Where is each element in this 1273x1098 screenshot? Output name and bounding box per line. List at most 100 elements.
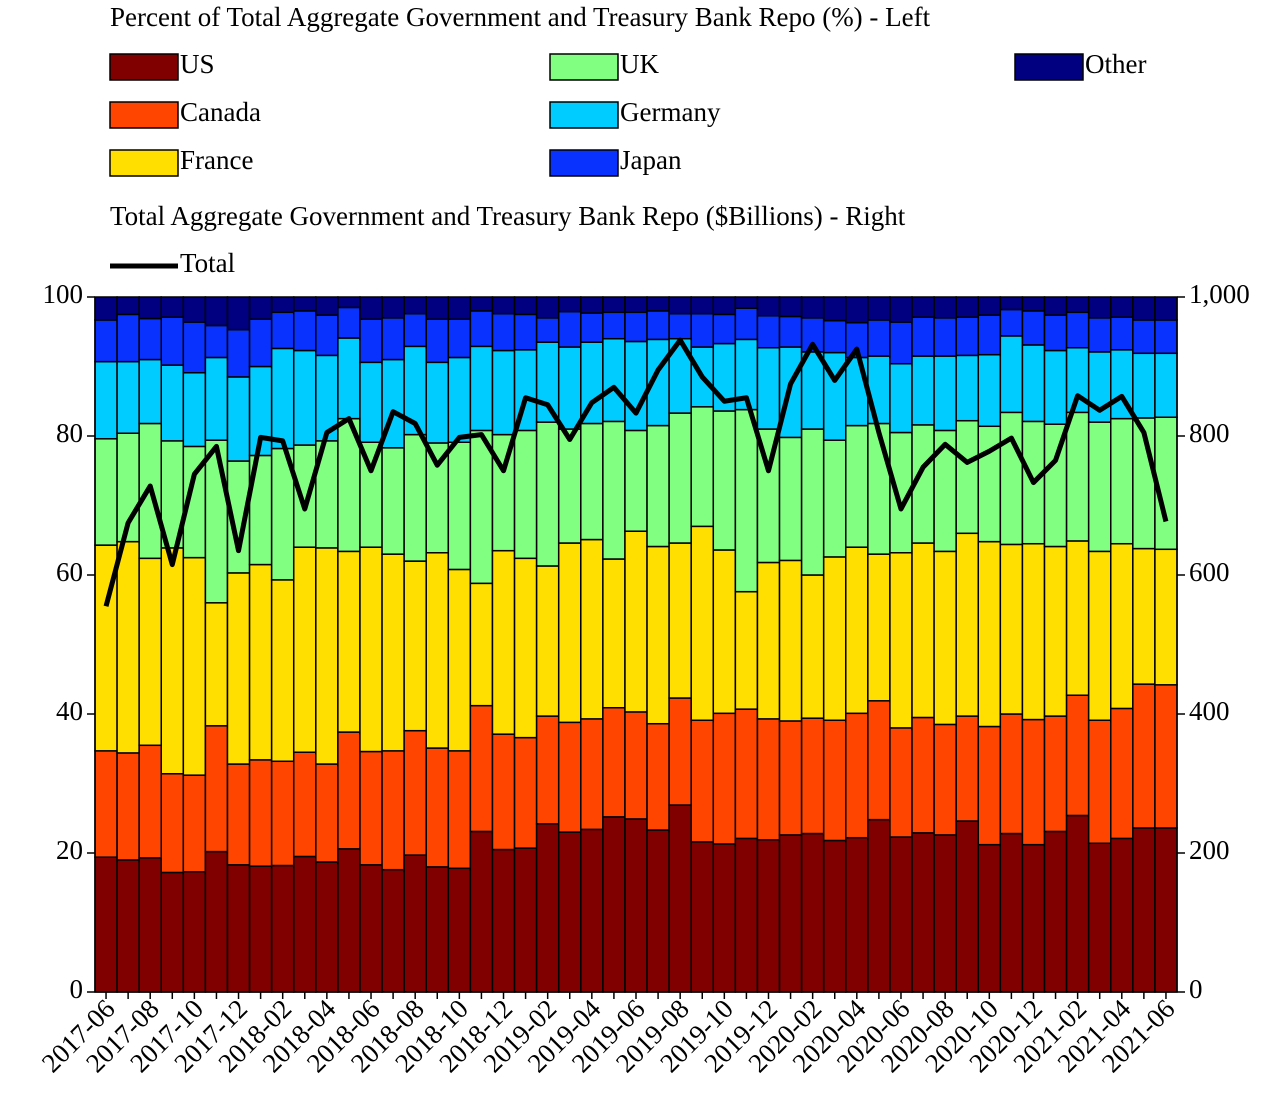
bar-segment <box>491 312 516 352</box>
bar-segment <box>447 356 472 444</box>
bar-segment <box>1043 715 1068 833</box>
bar-segment <box>955 715 980 822</box>
bar-segment <box>469 429 494 585</box>
bar-segment <box>1154 352 1178 418</box>
bar-segment <box>557 831 582 993</box>
bar-segment <box>1065 311 1090 349</box>
bar-segment <box>557 346 582 430</box>
chart-title: Percent of Total Aggregate Government an… <box>110 2 931 32</box>
y-tick-label: 80 <box>56 418 83 448</box>
bar-segment <box>204 296 229 327</box>
bar-segment <box>845 356 869 427</box>
bar-segment <box>535 296 560 319</box>
bar-segment <box>977 296 1002 316</box>
bar-segment <box>94 750 118 858</box>
legend-label: US <box>180 49 215 79</box>
bar-segment <box>1132 352 1156 419</box>
bar-segment <box>447 750 472 870</box>
bar-segment <box>602 311 626 340</box>
bar-segment <box>160 364 185 442</box>
bar-segment <box>668 412 692 544</box>
bar-segment <box>646 829 670 993</box>
bar-segment <box>204 850 229 993</box>
bar-segment <box>469 310 494 348</box>
bar-segment <box>403 854 427 993</box>
bar-segment <box>138 857 162 993</box>
bar-segment <box>1021 542 1046 721</box>
legend-label: Total <box>180 248 235 278</box>
bar-segment <box>955 316 980 357</box>
bar-segment <box>425 866 450 993</box>
bar-segment <box>867 818 891 993</box>
bar-segment <box>226 763 251 866</box>
bar-segment <box>248 865 273 993</box>
bar-segment <box>535 317 560 343</box>
bar-segment <box>403 433 427 562</box>
bar-segment <box>602 706 626 818</box>
bar-segment <box>315 547 339 765</box>
bar-segment <box>1087 719 1112 845</box>
bar-segment <box>469 582 494 707</box>
bar-segment <box>1154 548 1178 686</box>
bar-segment <box>447 568 472 752</box>
bar-segment <box>800 428 825 576</box>
bar-segment <box>557 721 582 833</box>
bar-segment <box>337 306 361 339</box>
bar-segment <box>535 565 560 717</box>
bar-segment <box>822 839 847 993</box>
bar-segment <box>1132 319 1156 355</box>
bar-segment <box>337 296 361 309</box>
bar-segment <box>778 436 803 562</box>
bar-segment <box>425 296 450 320</box>
bar-segment <box>845 836 869 993</box>
bar-segment <box>337 550 361 733</box>
bar-segment <box>1065 814 1090 993</box>
bar-segment <box>1021 344 1046 423</box>
bar-segment <box>292 310 317 352</box>
legend-label: Other <box>1085 49 1146 79</box>
bar-segment <box>756 346 781 430</box>
bar-segment <box>491 733 516 851</box>
bar-segment <box>292 349 317 446</box>
bar-segment <box>955 419 980 535</box>
bar-segment <box>955 354 980 422</box>
bar-segment <box>800 832 825 993</box>
bar-segment <box>712 410 737 551</box>
bar-segment <box>182 296 207 323</box>
bar-segment <box>955 532 980 717</box>
bar-segment <box>270 296 295 314</box>
y2-tick-label: 0 <box>1189 974 1203 1004</box>
bar-segment <box>315 296 339 316</box>
bar-segment <box>646 296 670 312</box>
bar-segment <box>690 296 715 315</box>
bar-segment <box>513 313 538 351</box>
bar-segment <box>292 444 317 548</box>
bar-segment <box>1065 694 1090 817</box>
bar-segment <box>116 296 140 316</box>
bar-segment <box>999 335 1024 414</box>
bar-segment <box>94 360 118 440</box>
bar-segment <box>845 424 869 548</box>
bar-segment <box>226 376 251 462</box>
bar-segment <box>491 549 516 735</box>
bar-segment <box>845 712 869 839</box>
bar-segment <box>513 557 538 739</box>
bar-segment <box>160 296 185 318</box>
bar-segment <box>822 439 847 558</box>
bar-segment <box>778 559 803 722</box>
bar-segment <box>182 556 207 776</box>
bar-segment <box>94 296 118 321</box>
bar-segment <box>911 316 935 357</box>
bar-segment <box>182 321 207 374</box>
bar-segment <box>668 697 692 806</box>
bar-segment <box>933 834 957 993</box>
bar-segment <box>933 723 957 836</box>
bar-segment <box>999 832 1024 993</box>
bar-segment <box>248 296 273 320</box>
y2-tick-label: 800 <box>1189 418 1230 448</box>
bar-segment <box>491 848 516 993</box>
bar-segment <box>712 549 737 715</box>
bar-segment <box>557 542 582 724</box>
bar-segment <box>469 704 494 833</box>
bar-segment <box>756 315 781 349</box>
